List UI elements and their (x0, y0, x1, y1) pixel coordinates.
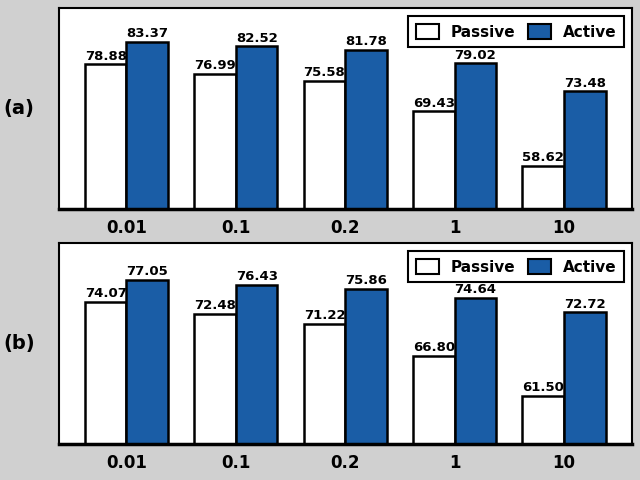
Text: 69.43: 69.43 (413, 97, 455, 110)
Bar (522, 166, 564, 459)
Bar (304, 81, 345, 459)
Text: 82.52: 82.52 (236, 32, 278, 45)
Bar (454, 298, 496, 480)
Text: 75.58: 75.58 (303, 66, 346, 79)
Text: (b): (b) (3, 334, 35, 353)
Bar (454, 63, 496, 459)
Text: (a): (a) (3, 99, 34, 118)
Bar (345, 49, 387, 459)
Bar (345, 289, 387, 480)
Text: 74.07: 74.07 (84, 288, 127, 300)
Bar (304, 324, 345, 480)
Legend: Passive, Active: Passive, Active (408, 251, 624, 282)
Text: 76.43: 76.43 (236, 270, 278, 283)
Text: 77.05: 77.05 (126, 265, 168, 278)
Bar (564, 91, 605, 459)
Text: 66.80: 66.80 (413, 341, 455, 354)
Bar (127, 42, 168, 459)
Bar (564, 312, 605, 480)
Bar (413, 111, 454, 459)
Bar (236, 46, 278, 459)
Text: 74.64: 74.64 (454, 283, 497, 296)
Text: 58.62: 58.62 (522, 151, 564, 164)
Legend: Passive, Active: Passive, Active (408, 16, 624, 47)
Text: 83.37: 83.37 (126, 27, 168, 40)
Bar (85, 302, 127, 480)
Bar (195, 73, 236, 459)
Text: 81.78: 81.78 (345, 35, 387, 48)
Bar (195, 314, 236, 480)
Text: 76.99: 76.99 (194, 60, 236, 72)
Text: 72.72: 72.72 (564, 298, 605, 311)
Text: 78.88: 78.88 (84, 50, 127, 63)
Text: 75.86: 75.86 (345, 274, 387, 287)
Bar (413, 356, 454, 480)
Bar (522, 396, 564, 480)
Text: 73.48: 73.48 (564, 77, 606, 90)
Bar (127, 280, 168, 480)
Bar (236, 285, 278, 480)
Bar (85, 64, 127, 459)
Text: 61.50: 61.50 (522, 381, 564, 394)
Text: 72.48: 72.48 (194, 300, 236, 312)
Text: 71.22: 71.22 (303, 309, 346, 322)
Text: 79.02: 79.02 (454, 49, 497, 62)
